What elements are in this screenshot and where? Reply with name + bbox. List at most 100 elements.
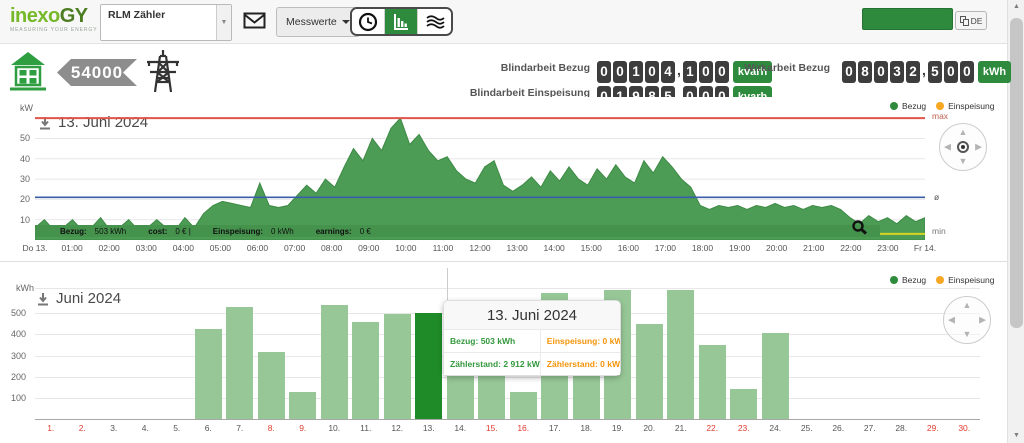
counter-label: Blindarbeit Bezug: [465, 62, 590, 74]
counter-value: 08032,500kWh: [842, 57, 1011, 83]
bar-day-6[interactable]: [195, 329, 222, 419]
view-toggle-group: [350, 7, 453, 36]
caret-down-icon: [342, 20, 350, 24]
x-tick-label: 06:00: [238, 243, 278, 253]
inexogy-logo[interactable]: inexoGY MEASURING YOUR ENERGY: [10, 6, 97, 33]
y-tick-label: 500: [6, 308, 26, 318]
pan-up-arrow[interactable]: ▲: [963, 301, 972, 310]
legend-item-bezug[interactable]: Bezug: [890, 275, 926, 285]
pan-left-arrow[interactable]: ◀: [948, 316, 955, 325]
x-tick-label: Do 13.: [15, 243, 55, 253]
max-line-label: max: [932, 111, 948, 121]
legend-dot: [936, 276, 944, 284]
day-chart-pan-control: ▲ ▼ ◀ ▶: [939, 123, 987, 171]
bar-day-9[interactable]: [289, 392, 316, 419]
tooltip-cell: Zählerstand: 2 912 kWh: [444, 352, 541, 375]
counter-digit: 8: [858, 61, 872, 83]
bar-day-22[interactable]: [699, 345, 726, 419]
bar-day-7[interactable]: [226, 307, 253, 419]
mail-icon[interactable]: [243, 12, 266, 34]
summary-strip-text: earnings:: [316, 227, 352, 236]
tooltip-title: 13. Juni 2024: [444, 301, 620, 329]
tooltip-values: Bezug: 503 kWhEinspeisung: 0 kWhZählerst…: [444, 329, 620, 375]
bar-day-10[interactable]: [321, 305, 348, 419]
meter-select-dropdown[interactable]: RLM Zähler ▼: [100, 4, 232, 41]
pan-center-button[interactable]: [957, 141, 969, 153]
legend-item-einspeisung[interactable]: Einspeisung: [936, 275, 994, 285]
month-legend: Bezug Einspeisung: [890, 275, 994, 285]
day-tooltip: 13. Juni 2024 Bezug: 503 kWhEinspeisung:…: [443, 300, 621, 376]
gridline: [35, 288, 980, 289]
x-tick-label: 13:00: [497, 243, 537, 253]
x-tick-label: 20:00: [757, 243, 797, 253]
month-chart-section: kWh BezugEinspeisung Juni 2024 100200300…: [0, 263, 1007, 443]
y-tick-label: 40: [10, 154, 30, 164]
messwerte-label: Messwerte: [286, 16, 337, 28]
bar-day-11[interactable]: [352, 322, 379, 419]
x-tick-label: 23:00: [868, 243, 908, 253]
meter-id-badge[interactable]: 54000: [57, 59, 137, 86]
bar-chart-view-button[interactable]: [385, 9, 418, 34]
logo-tagline: MEASURING YOUR ENERGY: [10, 27, 97, 33]
counter-digit: 0: [960, 61, 974, 83]
bar-day-20[interactable]: [636, 324, 663, 419]
counter-digit: 0: [613, 61, 627, 83]
gridline: [35, 377, 980, 378]
bar-chart-icon: [391, 12, 411, 32]
counter-digit: 0: [842, 61, 856, 83]
x-tick-label: 14:00: [534, 243, 574, 253]
pan-right-arrow[interactable]: ▶: [979, 316, 986, 325]
scrollbar-thumb[interactable]: [1010, 18, 1023, 328]
logo-text: inexoGY: [10, 6, 97, 26]
pan-up-arrow[interactable]: ▲: [959, 128, 968, 137]
y-tick-label: 20: [10, 194, 30, 204]
scroll-up-arrow[interactable]: ▲: [1008, 0, 1024, 14]
x-tick-label: 17:00: [645, 243, 685, 253]
scroll-down-arrow[interactable]: ▼: [1008, 429, 1024, 443]
counter-digit: 0: [874, 61, 888, 83]
counter-digit: 5: [928, 61, 942, 83]
waves-view-button[interactable]: [418, 9, 451, 34]
pan-down-arrow[interactable]: ▼: [959, 157, 968, 166]
summary-strip-text: Bezug:: [60, 227, 87, 236]
month-chart-pan-control: ▲ ▼ ◀ ▶: [943, 296, 991, 344]
x-tick-label: 08:00: [312, 243, 352, 253]
tooltip-cell: Zählerstand: 0 kWh: [541, 352, 620, 375]
messwerte-button[interactable]: Messwerte: [276, 7, 360, 37]
day-load-curve[interactable]: [35, 110, 925, 240]
decimal-comma: ,: [922, 57, 926, 83]
bar-day-23[interactable]: [730, 389, 757, 419]
pan-down-arrow[interactable]: ▼: [963, 330, 972, 339]
x-tick-label: 22:00: [831, 243, 871, 253]
bar-day-16[interactable]: [510, 392, 537, 419]
legend-item-einspeisung[interactable]: Einspeisung: [936, 101, 994, 111]
x-tick-label: 07:00: [275, 243, 315, 253]
bar-day-13[interactable]: [415, 313, 442, 419]
day-summary-strip: Bezug:503 kWhcost:0 € |Einspeisung:0 kWh…: [35, 225, 880, 237]
counter-digit: 0: [944, 61, 958, 83]
legend-dot: [890, 276, 898, 284]
language-button[interactable]: DE: [955, 11, 987, 30]
bar-day-21[interactable]: [667, 290, 694, 419]
x-tick-label: 21:00: [794, 243, 834, 253]
bar-day-24[interactable]: [762, 333, 789, 419]
summary-strip-text: Einspeisung:: [213, 227, 263, 236]
summary-strip-text: cost:: [148, 227, 167, 236]
bar-day-12[interactable]: [384, 314, 411, 419]
x-tick-label: 02:00: [89, 243, 129, 253]
pan-left-arrow[interactable]: ◀: [944, 143, 951, 152]
x-tick-label: 04:00: [163, 243, 203, 253]
primary-action-button[interactable]: [862, 8, 953, 30]
counter-digit: 0: [645, 61, 659, 83]
legend-label: Einspeisung: [948, 101, 994, 111]
pan-right-arrow[interactable]: ▶: [975, 143, 982, 152]
zoom-magnifier-icon[interactable]: [851, 219, 868, 241]
meter-select-value: RLM Zähler: [108, 9, 165, 21]
bar-day-8[interactable]: [258, 352, 285, 419]
legend-label: Einspeisung: [948, 275, 994, 285]
counter-digit: 1: [629, 61, 643, 83]
power-pylon-icon[interactable]: [141, 48, 185, 99]
house-icon[interactable]: [8, 50, 48, 97]
clock-view-button[interactable]: [352, 9, 385, 34]
day-axis-unit: kW: [20, 103, 33, 113]
